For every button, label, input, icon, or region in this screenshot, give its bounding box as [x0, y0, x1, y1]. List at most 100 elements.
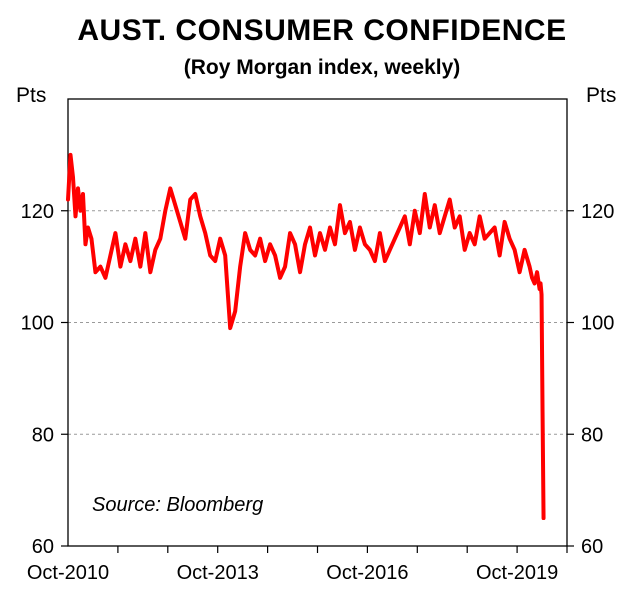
- data-point: [238, 265, 242, 269]
- data-point: [76, 186, 80, 190]
- data-point: [108, 253, 113, 258]
- y-tick-label-left: 60: [32, 536, 54, 558]
- data-point: [183, 237, 187, 241]
- axes: 60 60 80 80 100 100 120 120 Oct-2010 Oct-2013 Oct-…: [21, 201, 615, 584]
- data-point: [348, 220, 352, 224]
- data-point: [503, 220, 507, 224]
- data-point: [517, 270, 522, 274]
- y-tick-label-left: 80: [32, 424, 54, 446]
- data-point: [223, 253, 227, 258]
- data-point: [513, 248, 517, 252]
- data-point: [478, 214, 482, 218]
- data-point: [363, 242, 367, 246]
- data-point: [143, 231, 147, 235]
- data-point: [128, 259, 132, 263]
- data-point: [423, 192, 427, 196]
- y-tick-label-right: 100: [581, 313, 614, 335]
- data-point: [163, 209, 167, 213]
- x-tick-label: Oct-2016: [326, 562, 408, 584]
- data-point: [539, 292, 544, 297]
- data-point: [258, 237, 262, 241]
- data-point: [498, 253, 502, 258]
- data-point: [398, 225, 402, 230]
- data-point: [318, 231, 322, 235]
- data-point: [71, 175, 75, 179]
- data-point: [530, 276, 534, 280]
- data-point: [148, 270, 152, 274]
- data-point: [203, 231, 207, 235]
- data-point: [113, 231, 118, 235]
- data-point: [383, 259, 387, 263]
- data-point: [388, 248, 392, 252]
- data-point: [532, 281, 537, 285]
- data-point: [273, 253, 277, 258]
- data-point: [233, 309, 237, 313]
- data-point: [403, 214, 407, 218]
- data-point: [268, 242, 272, 246]
- data-point: [488, 231, 492, 235]
- data-point: [463, 248, 467, 252]
- data-point: [278, 276, 282, 280]
- data-point: [138, 265, 142, 269]
- data-point: [68, 153, 73, 157]
- data-point: [338, 203, 342, 207]
- x-tick-label: Oct-2019: [476, 562, 558, 584]
- data-point: [538, 281, 543, 285]
- data-point: [428, 225, 432, 230]
- y-tick-label-right: 80: [581, 424, 603, 446]
- data-point: [438, 231, 442, 235]
- data-point: [78, 209, 83, 213]
- data-point: [228, 326, 232, 330]
- data-point: [540, 410, 545, 414]
- data-point: [313, 253, 317, 258]
- data-point: [81, 192, 85, 196]
- data-point: [263, 259, 267, 263]
- data-point: [323, 248, 327, 252]
- data-point: [358, 225, 362, 230]
- data-point: [378, 231, 382, 235]
- data-point: [493, 225, 497, 230]
- data-point: [93, 270, 98, 274]
- series-line: [66, 152, 546, 521]
- data-point: [178, 220, 182, 224]
- data-point: [253, 253, 257, 258]
- gridlines: [68, 210, 567, 435]
- data-point: [433, 203, 437, 207]
- data-point: [193, 192, 197, 196]
- data-point: [453, 225, 457, 230]
- data-point: [373, 259, 377, 263]
- data-point: [198, 214, 202, 218]
- data-point: [353, 248, 357, 252]
- data-point: [413, 209, 417, 213]
- data-point: [527, 265, 532, 269]
- source-note: Source: Bloomberg: [92, 494, 264, 516]
- data-point: [66, 197, 70, 202]
- data-point: [89, 237, 94, 241]
- data-point: [328, 225, 332, 230]
- y-tick-label-right: 120: [581, 201, 614, 223]
- data-point: [537, 287, 542, 291]
- data-point: [153, 248, 157, 252]
- data-point: [483, 237, 487, 241]
- data-point: [368, 248, 372, 252]
- data-point: [86, 225, 90, 230]
- data-point: [158, 237, 162, 241]
- data-point: [458, 214, 462, 218]
- data-point: [448, 197, 452, 202]
- data-point: [98, 265, 103, 269]
- series-group: [66, 152, 546, 521]
- data-point: [522, 248, 527, 252]
- data-point: [83, 242, 88, 246]
- data-point: [243, 231, 247, 235]
- data-point: [118, 265, 122, 269]
- data-point: [418, 231, 422, 235]
- chart-subtitle: (Roy Morgan index, weekly): [183, 56, 461, 79]
- data-point: [408, 242, 412, 246]
- data-point: [468, 231, 472, 235]
- y-tick-label-left: 100: [21, 313, 54, 335]
- data-point: [173, 203, 177, 207]
- data-point: [123, 242, 127, 246]
- data-point: [473, 242, 477, 246]
- data-point: [393, 237, 397, 241]
- data-point: [103, 276, 108, 280]
